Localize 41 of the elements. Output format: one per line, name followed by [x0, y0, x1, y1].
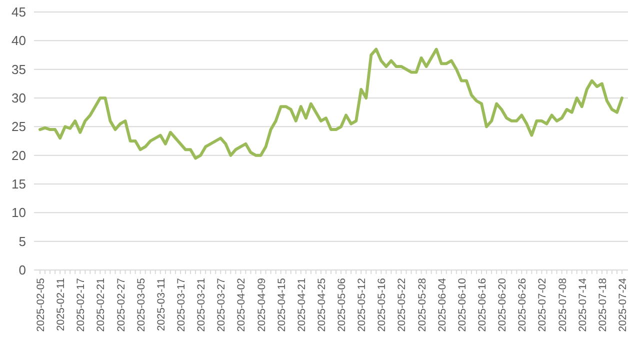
y-tick-label: 30 — [12, 90, 26, 106]
y-tick-label: 25 — [12, 119, 26, 134]
x-tick-label: 2025-05-16 — [376, 278, 388, 332]
y-tick-label: 45 — [12, 4, 26, 20]
x-tick-label: 2025-06-10 — [456, 278, 468, 332]
x-tick-label: 2025-04-02 — [236, 278, 248, 332]
x-tick-label: 2025-03-17 — [175, 278, 188, 332]
line-series — [38, 48, 624, 160]
x-tick-label: 2025-02-05 — [35, 278, 47, 332]
x-tick-label: 2025-06-04 — [436, 278, 448, 332]
x-tick-label: 2025-03-21 — [196, 278, 208, 332]
x-tick-label: 2025-07-02 — [536, 278, 549, 332]
y-tick-label: 15 — [12, 176, 26, 192]
x-tick-label: 2025-02-11 — [55, 278, 68, 331]
x-tick-label: 2025-05-22 — [396, 278, 408, 332]
x-tick-label: 2025-07-18 — [596, 278, 609, 332]
x-tick-label: 2025-04-09 — [256, 278, 268, 332]
x-tick-label: 2025-03-27 — [216, 278, 228, 332]
y-tick-label: 20 — [12, 148, 26, 163]
x-tick-label: 2025-07-08 — [556, 278, 569, 332]
x-tick-label: 2025-02-21 — [95, 278, 108, 332]
x-tick-label: 2025-03-05 — [135, 278, 148, 332]
x-tick-label: 2025-04-15 — [276, 278, 288, 332]
y-tick-label: 40 — [12, 33, 26, 48]
x-tick-label: 2025-06-26 — [516, 278, 529, 332]
x-tick-label: 2025-02-27 — [115, 278, 128, 332]
x-tick-label: 2025-05-28 — [416, 278, 428, 332]
x-tick-label: 2025-05-12 — [356, 278, 368, 332]
x-tick-label: 2025-07-24 — [617, 278, 629, 332]
y-tick-label: 10 — [12, 205, 26, 220]
y-tick-label: 0 — [18, 262, 26, 278]
y-tick-label: 5 — [18, 234, 26, 249]
x-tick-label: 2025-06-16 — [476, 278, 489, 332]
x-tick-label: 2025-02-17 — [75, 278, 88, 332]
x-tick-label: 2025-07-14 — [576, 278, 589, 332]
x-tick-label: 2025-04-21 — [296, 278, 308, 332]
x-tick-label: 2025-06-20 — [496, 278, 509, 332]
y-tick-label: 35 — [12, 62, 26, 77]
x-tick-label: 2025-04-25 — [316, 278, 328, 332]
x-tick-label: 2025-03-11 — [155, 278, 168, 331]
x-tick-label: 2025-05-06 — [336, 278, 348, 332]
